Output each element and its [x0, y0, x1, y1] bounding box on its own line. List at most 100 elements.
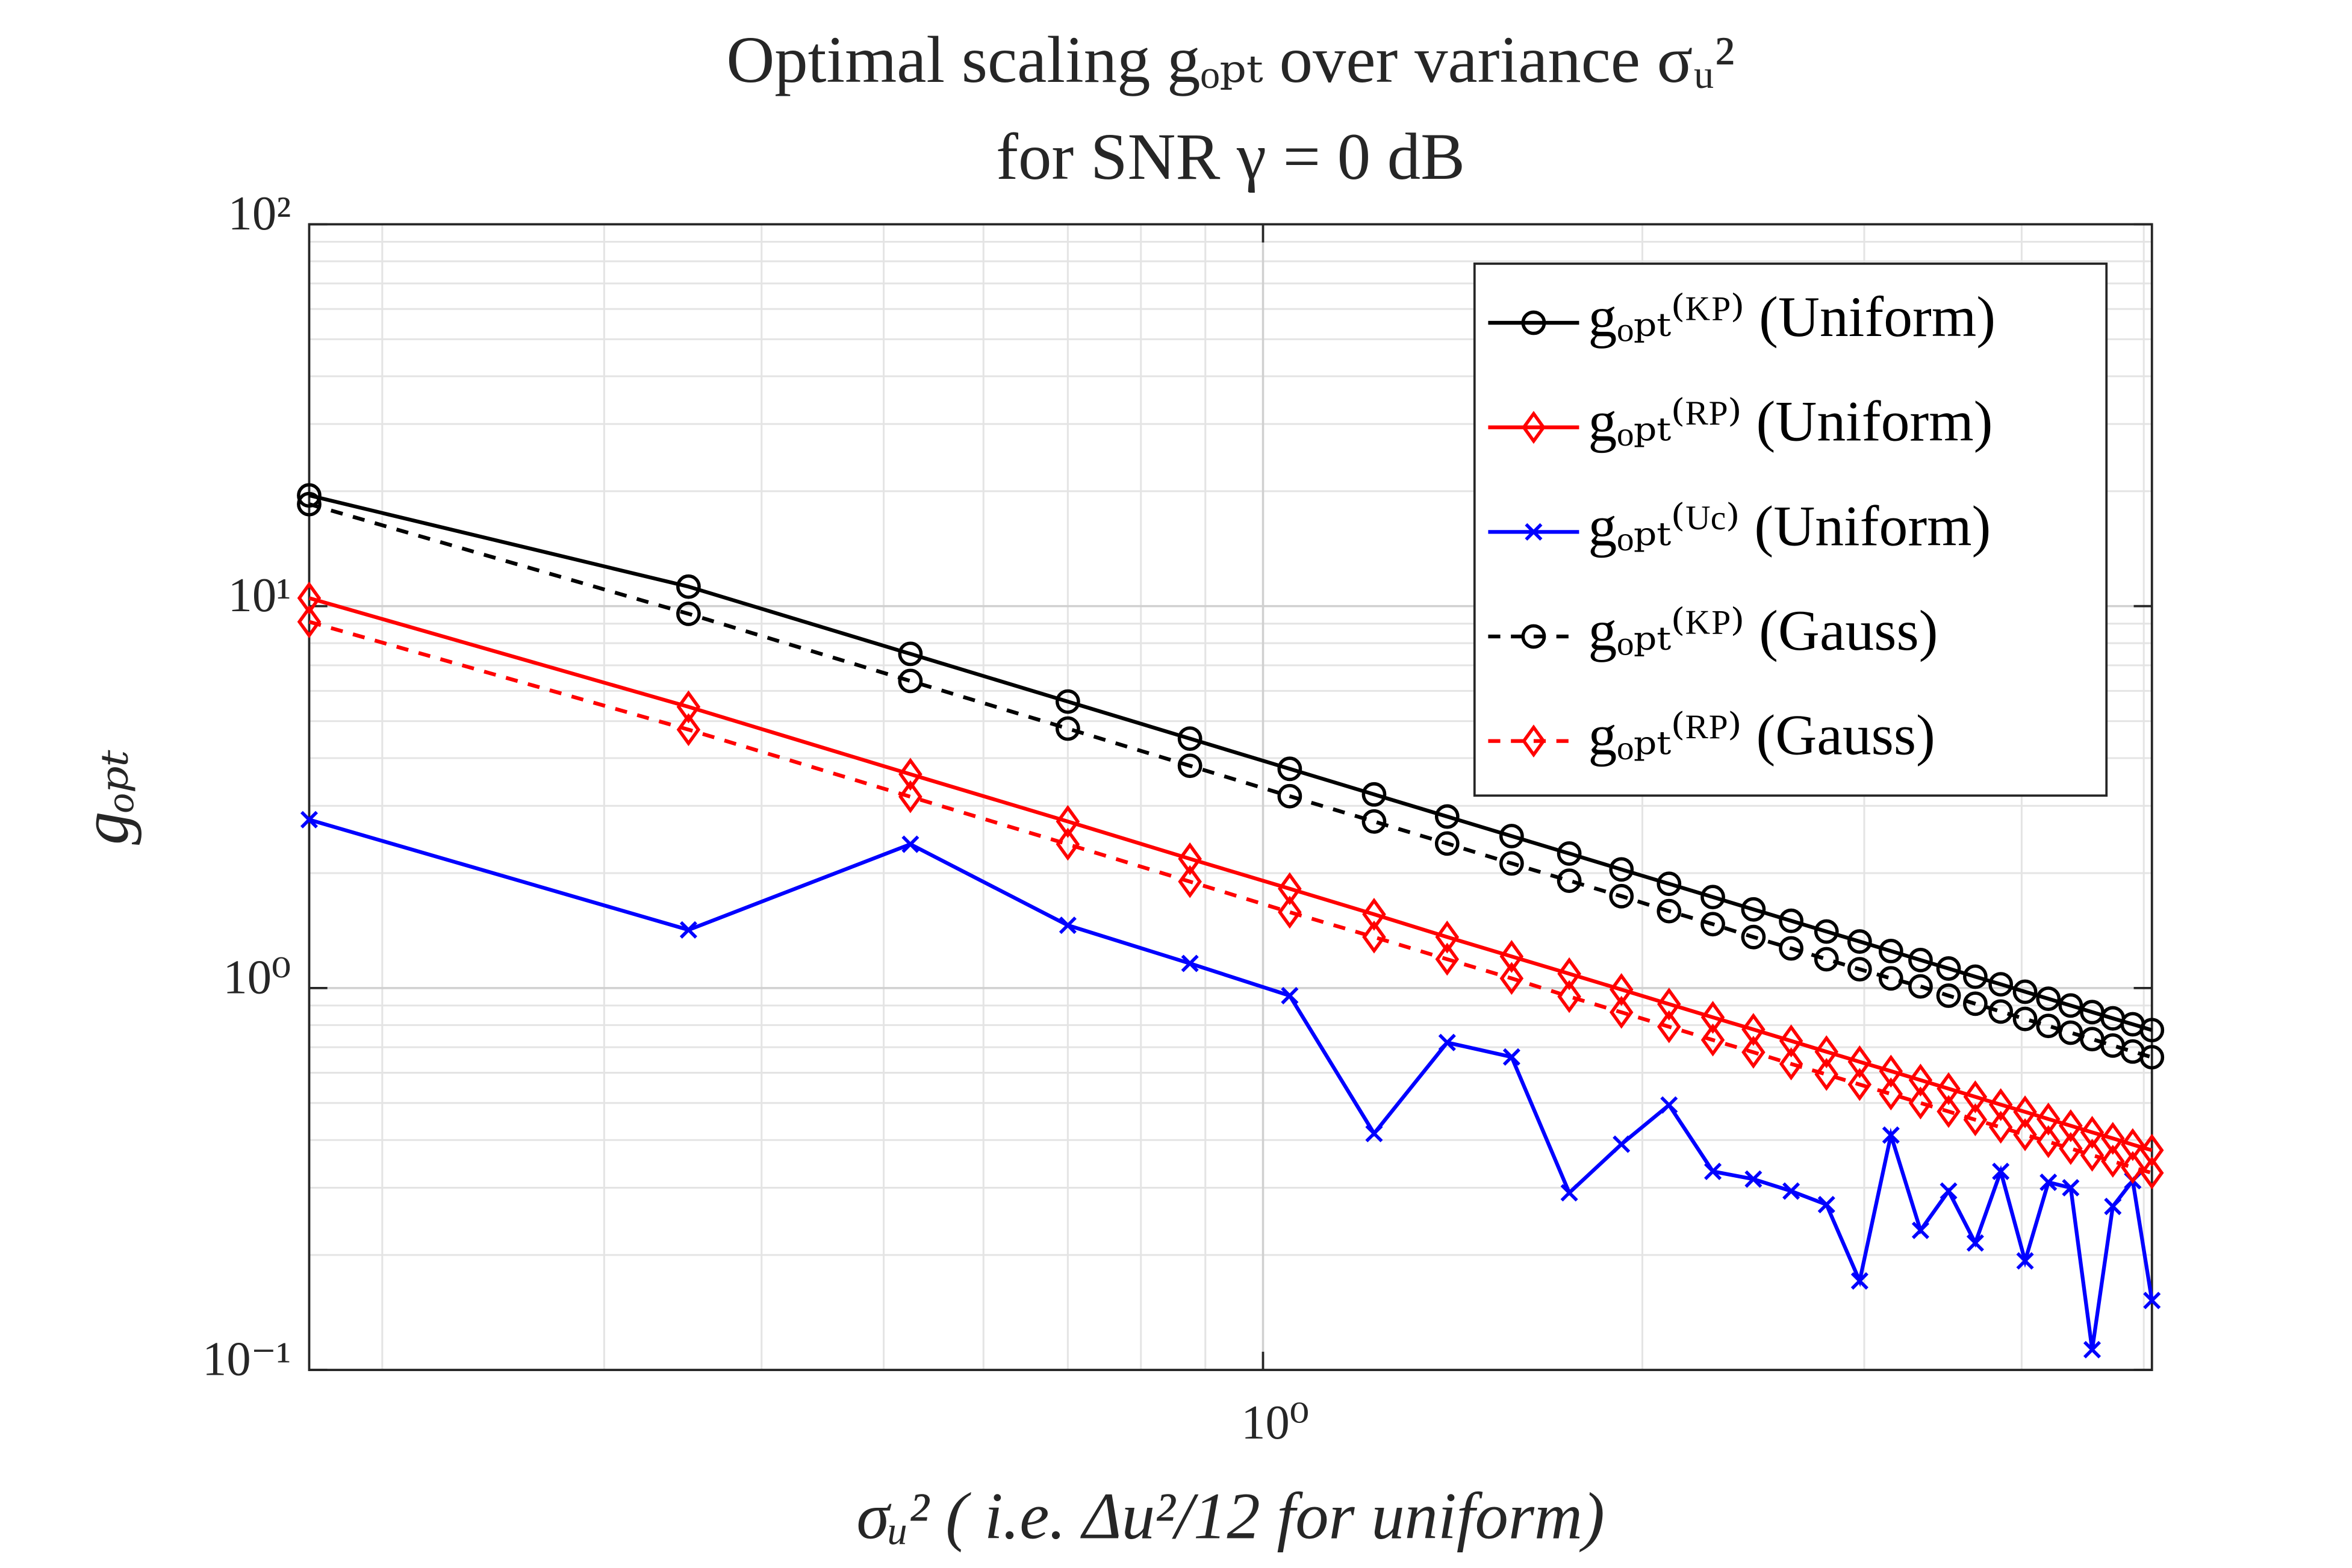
marker: [1878, 966, 1903, 991]
marker: [1521, 310, 1546, 335]
marker: [1700, 1001, 1725, 1034]
marker: [1362, 898, 1386, 931]
marker: [1525, 523, 1543, 541]
marker: [1435, 942, 1460, 976]
series-line: [308, 493, 2153, 1032]
marker: [297, 605, 322, 639]
marker: [1609, 857, 1634, 882]
marker: [1521, 624, 1546, 649]
marker: [1817, 1195, 1835, 1214]
marker: [1847, 929, 1872, 954]
marker: [1700, 1023, 1725, 1057]
marker: [1908, 1063, 1933, 1097]
marker: [2036, 986, 2061, 1012]
marker: [1988, 1088, 2013, 1121]
marker: [1779, 1024, 1803, 1058]
marker: [1557, 868, 1582, 894]
marker: [1814, 947, 1839, 972]
marker: [1522, 411, 1546, 444]
marker: [1177, 726, 1202, 751]
marker: [1847, 1045, 1872, 1078]
marker: [1557, 841, 1582, 866]
marker: [676, 574, 701, 599]
chart-subtitle: for SNR γ = 0 dB: [996, 119, 1465, 193]
marker: [1499, 851, 1524, 876]
marker: [1992, 1162, 2010, 1180]
marker: [1936, 983, 1961, 1008]
marker: [1814, 1057, 1839, 1091]
marker: [1744, 1170, 1762, 1188]
marker: [2139, 1045, 2165, 1070]
marker: [1814, 919, 1839, 944]
marker: [2036, 1013, 2061, 1039]
marker: [1281, 987, 1299, 1005]
marker: [2062, 1178, 2080, 1197]
marker: [1988, 999, 2014, 1024]
marker: [1847, 957, 1872, 982]
marker: [1055, 716, 1080, 741]
marker: [1850, 1272, 1868, 1290]
series-line: [308, 502, 2153, 1059]
marker: [1365, 1124, 1383, 1142]
marker: [1963, 1080, 1988, 1113]
marker: [679, 921, 697, 939]
legend-label: gₒₚₜ⁽ᵁᶜ⁾ (Uniform): [1588, 494, 1991, 558]
marker: [1055, 689, 1080, 714]
marker: [1940, 1182, 1958, 1200]
marker: [2101, 1145, 2125, 1178]
marker: [2058, 993, 2083, 1018]
marker: [901, 835, 919, 853]
marker: [2080, 1116, 2105, 1149]
legend-label: gₒₚₜ⁽ᴿᴾ⁾ (Gauss): [1588, 703, 1935, 767]
marker: [1779, 936, 1803, 961]
marker: [300, 810, 319, 829]
marker: [1741, 1036, 1766, 1069]
marker: [1908, 1086, 1933, 1120]
marker: [2059, 1109, 2083, 1142]
marker: [1937, 1072, 1961, 1106]
y-tick-label: 10¹: [228, 568, 291, 622]
marker: [898, 668, 923, 694]
marker: [676, 713, 701, 747]
marker: [2143, 1292, 2161, 1310]
marker: [1434, 804, 1460, 829]
marker: [2139, 1018, 2165, 1043]
marker: [1988, 1110, 2013, 1144]
legend: gₒₚₜ⁽ᴷᴾ⁾ (Uniform) gₒₚₜ⁽ᴿᴾ⁾ (Uniform) gₒₚₜ…: [1473, 263, 2108, 797]
marker: [297, 491, 322, 517]
marker: [2139, 1133, 2164, 1167]
x-tick-label: 10⁰: [1241, 1396, 1309, 1449]
marker: [2012, 1006, 2038, 1031]
marker: [1560, 1184, 1578, 1202]
marker: [2036, 1125, 2061, 1159]
marker: [1657, 898, 1682, 924]
marker: [1522, 724, 1546, 758]
marker: [1499, 939, 1524, 973]
marker: [1963, 964, 1988, 989]
y-tick-label: 10⁻¹: [202, 1332, 291, 1386]
marker: [1657, 871, 1682, 897]
marker: [1502, 1048, 1520, 1066]
marker: [2104, 1198, 2122, 1216]
marker: [1878, 939, 1903, 963]
marker: [1278, 872, 1302, 906]
marker: [1056, 827, 1080, 861]
marker: [1814, 1035, 1839, 1069]
plot-frame: [308, 223, 2153, 1371]
legend-label: gₒₚₜ⁽ᴿᴾ⁾ (Uniform): [1588, 390, 1993, 453]
marker: [1178, 865, 1202, 898]
marker: [2036, 1102, 2061, 1136]
marker: [1908, 947, 1933, 972]
marker: [2080, 1139, 2105, 1172]
marker: [2013, 1118, 2037, 1151]
marker: [1882, 1126, 1900, 1144]
marker: [676, 690, 701, 724]
marker: [898, 758, 922, 791]
marker: [1963, 991, 1988, 1016]
marker: [676, 601, 701, 626]
marker: [1499, 962, 1524, 995]
marker: [1181, 954, 1199, 972]
marker: [1963, 1103, 1988, 1136]
marker: [1908, 974, 1933, 999]
